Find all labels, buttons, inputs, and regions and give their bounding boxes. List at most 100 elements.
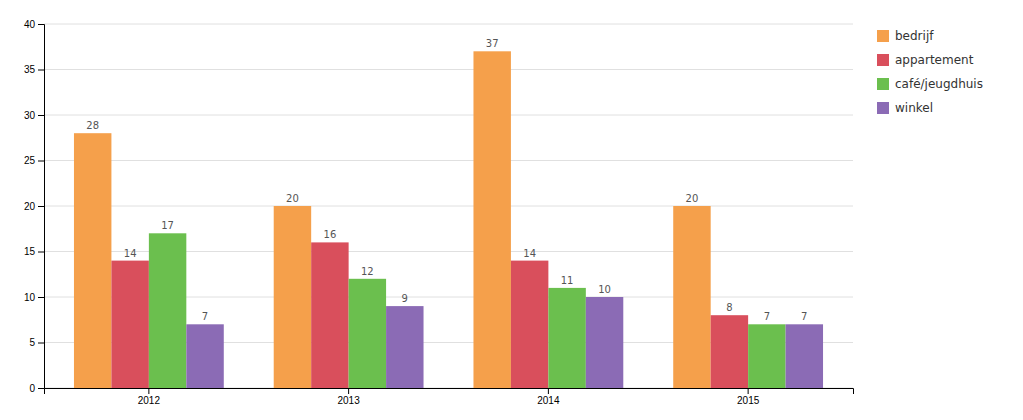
bar [711, 315, 748, 388]
data-label: 11 [561, 275, 574, 286]
data-label: 7 [202, 311, 208, 322]
grid-line [44, 160, 853, 161]
y-tick: 35 [24, 64, 44, 75]
y-tick-mark [38, 206, 44, 207]
data-label: 7 [764, 311, 770, 322]
x-tick-label: 2015 [737, 395, 760, 406]
bar [111, 261, 148, 388]
legend-swatch [877, 30, 889, 42]
legend-item: bedrijf [877, 29, 934, 43]
bars [74, 51, 823, 388]
x-tick: 2015 [737, 388, 760, 406]
y-tick-label: 5 [29, 337, 35, 348]
series [149, 233, 786, 388]
y-tick-mark [38, 24, 44, 25]
data-label: 7 [801, 311, 807, 322]
bar [548, 288, 585, 388]
grid [44, 24, 853, 388]
y-axis: 0 5 10 15 20 25 30 35 40 [24, 19, 45, 394]
data-label: 14 [124, 248, 137, 259]
grid-line [44, 24, 853, 25]
legend-swatch [877, 54, 889, 66]
data-label: 28 [86, 120, 99, 131]
y-tick-mark [38, 343, 44, 344]
plot: 0510152025303540201220132014201528203720… [24, 19, 854, 406]
bar [386, 306, 423, 388]
data-label: 9 [402, 293, 408, 304]
x-tick-mark [748, 388, 749, 394]
y-tick-mark [38, 388, 44, 389]
y-tick: 5 [29, 337, 44, 348]
y-tick: 40 [24, 19, 44, 30]
x-tick-label: 2012 [138, 395, 161, 406]
bar [186, 324, 223, 388]
x-tick-mark [348, 388, 349, 394]
x-tick-label: 2013 [337, 395, 360, 406]
y-tick-label: 20 [24, 201, 36, 212]
series [74, 51, 711, 388]
y-tick-mark [38, 70, 44, 71]
grid-line [44, 206, 853, 207]
y-tick: 30 [24, 110, 44, 121]
bar [311, 242, 348, 388]
y-tick-mark [38, 297, 44, 298]
legend-label: appartement [895, 53, 974, 67]
legend-label: winkel [895, 101, 933, 115]
x-axis: 2012 2013 2014 2015 [45, 388, 854, 406]
y-tick-label: 40 [24, 19, 36, 30]
y-tick-mark [38, 115, 44, 116]
y-tick: 15 [24, 246, 44, 257]
legend-item: winkel [877, 101, 933, 115]
y-tick-label: 0 [29, 383, 35, 394]
legend-label: bedrijf [895, 29, 934, 43]
legend-swatch [877, 102, 889, 114]
data-label: 8 [726, 302, 732, 313]
data-label: 20 [686, 193, 699, 204]
series [186, 297, 823, 388]
bar [748, 324, 785, 388]
y-tick: 25 [24, 155, 44, 166]
x-tick-mark [548, 388, 549, 394]
bar [274, 206, 311, 388]
y-tick: 20 [24, 201, 44, 212]
bar [74, 133, 111, 388]
y-tick-label: 15 [24, 246, 36, 257]
y-tick-label: 25 [24, 155, 36, 166]
x-tick-label: 2014 [537, 395, 560, 406]
legend-item: café/jeugdhuis [877, 77, 983, 91]
y-tick-mark [38, 252, 44, 253]
data-label: 16 [324, 229, 337, 240]
bar [473, 51, 510, 388]
legend-item: appartement [877, 53, 974, 67]
data-label: 37 [486, 38, 499, 49]
legend-label: café/jeugdhuis [895, 77, 983, 91]
data-label: 12 [361, 266, 374, 277]
x-tick: 2013 [337, 388, 360, 406]
bar [673, 206, 710, 388]
y-tick-label: 35 [24, 64, 36, 75]
y-tick: 0 [29, 383, 44, 394]
bar [349, 279, 386, 388]
x-tick: 2014 [537, 388, 560, 406]
y-tick-label: 10 [24, 292, 36, 303]
x-tick: 2012 [138, 388, 161, 406]
y-tick-label: 30 [24, 110, 36, 121]
grid-line [44, 69, 853, 70]
legend: bedrijf appartement café/jeugdhuis winkel [877, 29, 983, 115]
bar [786, 324, 823, 388]
grid-line [44, 115, 853, 116]
data-label: 17 [161, 220, 174, 231]
data-labels: 282037201416148171211779107 [86, 38, 807, 322]
bar [149, 233, 186, 388]
data-label: 14 [523, 248, 536, 259]
x-tick-mark [148, 388, 149, 394]
data-label: 20 [286, 193, 299, 204]
y-tick: 10 [24, 292, 44, 303]
series [111, 242, 748, 388]
bar [511, 261, 548, 388]
chart: 0510152025303540201220132014201528203720… [0, 0, 1023, 420]
axis-domain [38, 25, 45, 389]
y-tick-mark [38, 161, 44, 162]
legend-swatch [877, 78, 889, 90]
bar [586, 297, 623, 388]
